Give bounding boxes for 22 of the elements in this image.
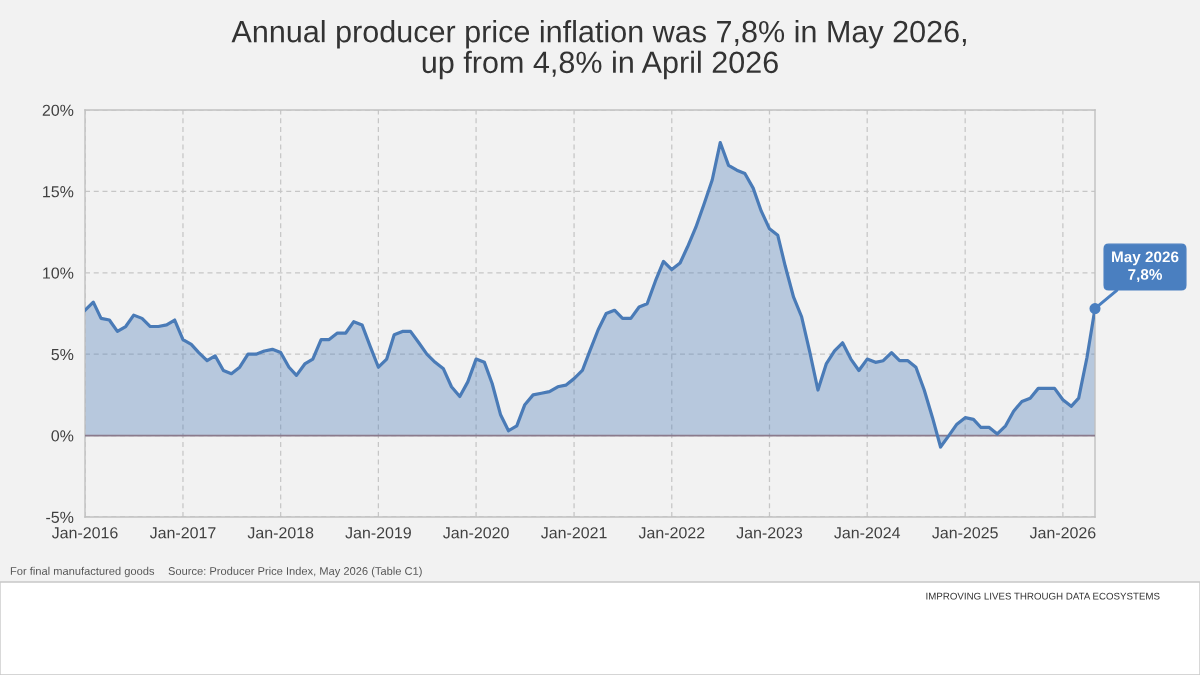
x-tick-label: Jan-2018 [247, 527, 314, 539]
y-tick-label: 0% [51, 430, 74, 442]
annotation: May 2026 7,8% [1112, 251, 1179, 283]
x-tick-label: Jan-2021 [541, 527, 607, 539]
x-tick-label: Jan-2026 [1029, 527, 1096, 539]
x-tick-label: Jan-2016 [51, 527, 118, 539]
y-tick-label: 5% [51, 348, 74, 361]
x-tick-label: Jan-2017 [149, 527, 216, 539]
source-note: Source: Producer Price Index, May 2026 (Table C1) [168, 566, 422, 578]
y-tick-label: 20% [42, 104, 74, 116]
x-tick-label: Jan-2025 [932, 527, 998, 539]
x-tick-label: Jan-2023 [736, 527, 803, 539]
x-tick-label: Jan-2020 [443, 527, 509, 539]
x-tick-label: Jan-2022 [638, 527, 705, 539]
x-tick-label: Jan-2019 [345, 527, 411, 539]
chart-title: Annual producer price inflation was 7,8% in May 2026, up from 4,8% in April 2026 [231, 20, 966, 80]
y-tick-label: -5% [46, 511, 74, 523]
x-tick-label: Jan-2024 [834, 527, 901, 539]
text: For final manufactured goods [10, 566, 155, 578]
text: IMPROVING LIVES THROUGH DATA ECOSYSTEMS [926, 592, 1160, 600]
y-tick-label: 15% [43, 186, 74, 198]
y-tick-label: 10% [43, 267, 74, 279]
